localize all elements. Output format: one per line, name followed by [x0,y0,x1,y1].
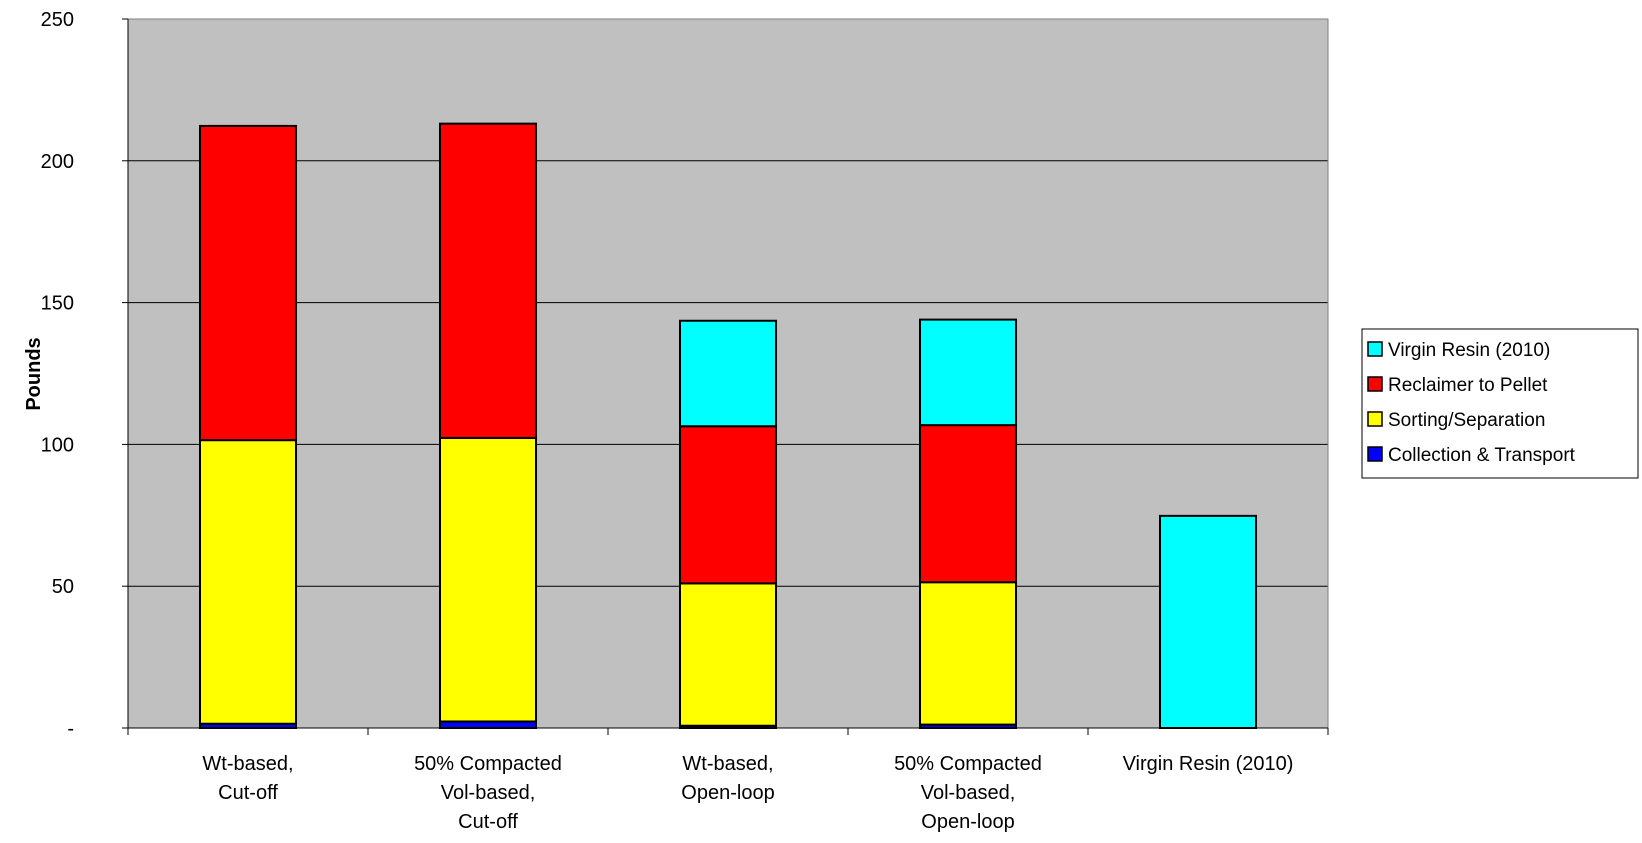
legend-label: Collection & Transport [1388,445,1576,466]
legend-label: Sorting/Separation [1388,410,1545,431]
x-tick-label: Cut-off [218,782,278,804]
bar-segment [439,122,537,439]
bar-segment [679,582,777,727]
x-tick-label: Wt-based, [682,753,773,775]
y-tick-label: - [67,718,74,740]
bar-segment [919,318,1017,427]
x-tick-label: 50% Compacted [894,753,1042,775]
legend-swatch [1367,446,1383,462]
legend-label: Reclaimer to Pellet [1388,375,1548,396]
bar-segment [919,581,1017,726]
x-tick-label: Virgin Resin (2010) [1123,753,1294,775]
bar-segment [679,425,777,585]
x-tick-label: Vol-based, [441,782,536,804]
x-tick-label: Open-loop [921,811,1014,833]
bar-segment [439,436,537,723]
x-tick-label: Wt-based, [202,753,293,775]
bar-segment [199,439,297,725]
bar-segment [1159,514,1257,729]
y-axis-label: Pounds [23,337,45,410]
y-tick-label: 50 [52,576,74,598]
x-tick-label: Open-loop [681,782,774,804]
bar-segment [919,424,1017,584]
y-tick-label: 250 [41,9,74,31]
x-tick-label: Cut-off [458,811,518,833]
bar-segment [199,124,297,442]
legend-swatch [1367,376,1383,392]
legend [1361,328,1639,479]
legend-swatch [1367,341,1383,357]
y-tick-label: 150 [41,293,74,315]
y-tick-label: 200 [41,151,74,173]
x-tick-label: Vol-based, [921,782,1016,804]
bar-segment [679,319,777,428]
legend-swatch [1367,411,1383,427]
y-tick-label: 100 [41,434,74,456]
x-tick-label: 50% Compacted [414,753,562,775]
legend-label: Virgin Resin (2010) [1388,340,1550,361]
